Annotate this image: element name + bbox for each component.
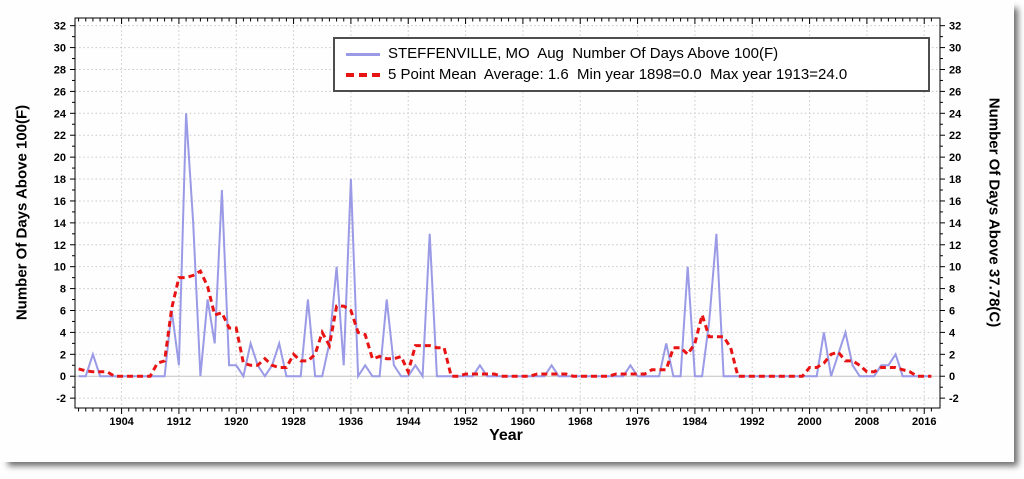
- svg-text:10: 10: [949, 262, 961, 274]
- legend-mean-label: 5 Point Mean Average: 1.6 Min year 1898=…: [388, 66, 848, 83]
- svg-text:2016: 2016: [912, 416, 936, 428]
- svg-text:12: 12: [54, 240, 66, 252]
- svg-text:1912: 1912: [167, 416, 191, 428]
- legend-row-station: STEFFENVILLE, MO Aug Number Of Days Abov…: [346, 45, 928, 63]
- x-axis-title: Year: [489, 427, 523, 444]
- svg-text:12: 12: [949, 240, 961, 252]
- svg-text:0: 0: [60, 371, 66, 383]
- svg-text:8: 8: [949, 284, 955, 296]
- svg-text:20: 20: [949, 152, 961, 164]
- svg-text:10: 10: [54, 262, 66, 274]
- svg-text:14: 14: [54, 218, 67, 230]
- svg-text:24: 24: [949, 108, 962, 120]
- svg-text:-2: -2: [949, 393, 959, 405]
- chart-panel: -2 -2 0 0 2 2 4 4 6 6 8 8 10 10 12 12 14 14 16 16 18 18 20 20 22…: [13, 17, 1003, 444]
- svg-text:6: 6: [949, 306, 955, 318]
- right-axis-title: Number Of Days Above 37.78(C): [985, 97, 1003, 328]
- svg-text:22: 22: [949, 130, 961, 142]
- svg-text:1952: 1952: [453, 416, 477, 428]
- svg-text:2008: 2008: [855, 416, 879, 428]
- svg-text:4: 4: [60, 327, 67, 339]
- svg-text:20: 20: [54, 152, 66, 164]
- svg-text:1904: 1904: [109, 416, 134, 428]
- svg-text:32: 32: [949, 21, 961, 33]
- svg-text:1944: 1944: [396, 416, 421, 428]
- svg-text:28: 28: [949, 64, 961, 76]
- svg-text:1992: 1992: [740, 416, 764, 428]
- svg-text:18: 18: [949, 174, 961, 186]
- svg-text:26: 26: [54, 86, 66, 98]
- svg-text:22: 22: [54, 130, 66, 142]
- legend-box: STEFFENVILLE, MO Aug Number Of Days Abov…: [333, 37, 930, 92]
- svg-text:14: 14: [949, 218, 962, 230]
- svg-text:32: 32: [54, 21, 66, 33]
- svg-text:1920: 1920: [224, 416, 248, 428]
- svg-text:2: 2: [949, 349, 955, 361]
- svg-text:1968: 1968: [568, 416, 592, 428]
- svg-text:1976: 1976: [625, 416, 649, 428]
- station-line-swatch-icon: [346, 52, 380, 56]
- svg-text:0: 0: [949, 371, 955, 383]
- svg-text:30: 30: [949, 43, 961, 55]
- svg-text:-2: -2: [56, 393, 66, 405]
- mean-line-swatch-icon: [346, 73, 380, 77]
- svg-text:8: 8: [60, 284, 66, 296]
- svg-text:2: 2: [60, 349, 66, 361]
- svg-text:6: 6: [60, 306, 66, 318]
- svg-text:18: 18: [54, 174, 66, 186]
- svg-text:16: 16: [949, 196, 961, 208]
- legend-station-label: STEFFENVILLE, MO Aug Number Of Days Abov…: [388, 45, 779, 62]
- svg-text:1984: 1984: [683, 416, 708, 428]
- svg-text:1928: 1928: [281, 416, 305, 428]
- svg-text:1960: 1960: [511, 416, 535, 428]
- svg-text:30: 30: [54, 43, 66, 55]
- svg-text:26: 26: [949, 86, 961, 98]
- svg-text:28: 28: [54, 64, 66, 76]
- svg-text:1936: 1936: [339, 416, 363, 428]
- left-axis-title: Number Of Days Above 100(F): [13, 104, 31, 321]
- svg-text:2000: 2000: [797, 416, 821, 428]
- svg-text:16: 16: [54, 196, 66, 208]
- five-point-mean-line: [78, 268, 932, 378]
- svg-text:24: 24: [54, 108, 67, 120]
- plot-frame: [74, 17, 941, 409]
- svg-text:4: 4: [949, 327, 956, 339]
- legend-row-mean: 5 Point Mean Average: 1.6 Min year 1898=…: [346, 66, 928, 84]
